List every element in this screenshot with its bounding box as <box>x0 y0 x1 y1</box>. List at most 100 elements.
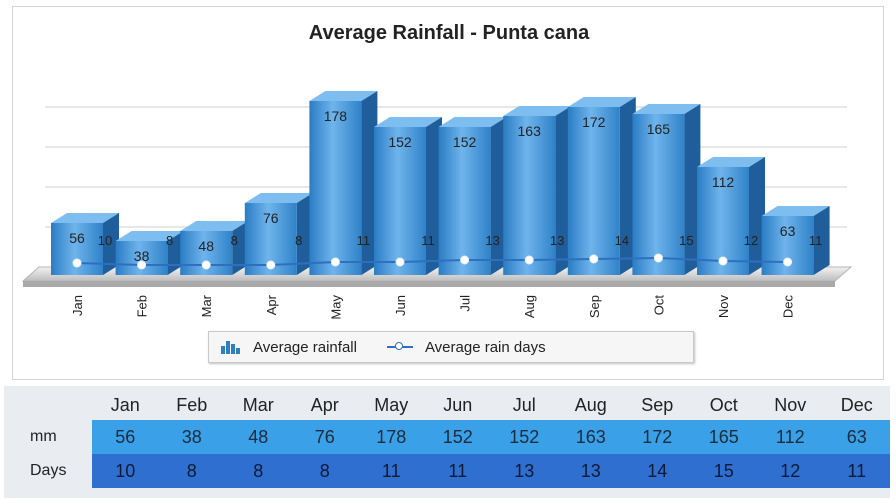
rain-days-label: 8 <box>166 233 173 248</box>
raindays-point <box>524 255 534 265</box>
bar-value-label: 163 <box>518 123 542 139</box>
bar-value-label: 48 <box>198 238 214 254</box>
bar-may <box>309 91 378 275</box>
raindays-series-line <box>76 256 788 266</box>
table-month-header: Aug <box>574 394 607 415</box>
raindays-point <box>783 257 793 267</box>
bar-side-face <box>296 193 313 275</box>
days-cell: 13 <box>557 454 624 488</box>
row-label-mm: mm <box>30 428 57 445</box>
bar-top-face <box>51 213 119 223</box>
days-cell: 11 <box>358 454 425 488</box>
bar-feb <box>115 231 184 275</box>
bar-value-label: 38 <box>134 248 150 264</box>
month-tick-label: Jan <box>70 295 85 316</box>
month-tick-label: Sep <box>587 295 602 318</box>
bar-front-face <box>567 107 620 275</box>
raindays-point <box>395 257 405 267</box>
bar-front-face <box>632 114 685 275</box>
month-tick-label: Mar <box>199 294 214 317</box>
bar-side-face <box>619 97 636 275</box>
raindays-line <box>72 253 793 270</box>
chart-panel: Average Rainfall - Punta cana 56 10 38 8 48 8… <box>12 6 884 380</box>
rain-days-label: 12 <box>744 233 758 248</box>
mm-cell: 112 <box>757 420 824 454</box>
bar-sep <box>567 97 636 275</box>
month-axis: Jan Feb Mar Apr May Jun Jul Aug Sep Oct Nov Dec <box>70 294 796 319</box>
bar-top-face <box>697 157 765 167</box>
bar-jun <box>374 117 442 275</box>
bar-top-face <box>503 106 572 116</box>
bar-front-face <box>438 127 491 275</box>
mm-cell: 152 <box>491 420 558 454</box>
mm-cell: 76 <box>291 420 358 454</box>
month-tick-label: Jul <box>458 295 473 312</box>
bar-value-label: 172 <box>582 114 606 130</box>
floor-edge <box>23 281 835 287</box>
bar-side-face <box>103 213 119 275</box>
bar-chart-icon <box>221 340 241 354</box>
table-month-header: Dec <box>840 394 873 415</box>
bar-side-face <box>749 157 765 275</box>
raindays-point <box>460 255 470 265</box>
rain-days-label: 8 <box>295 233 302 248</box>
table-row-mm: mm 56 38 48 76 178 152 152 163 172 165 1… <box>4 420 890 454</box>
days-cell: 15 <box>690 454 757 488</box>
bar-top-face <box>244 193 313 203</box>
days-cell: 13 <box>491 454 558 488</box>
bar-top-face <box>374 117 442 127</box>
bar-top-face <box>438 117 507 127</box>
bar-top-face <box>567 97 636 107</box>
days-cell: 14 <box>624 454 691 488</box>
bar-value-label: 63 <box>780 223 796 239</box>
table-row-days: Days 10 8 8 8 11 11 13 13 14 15 12 11 <box>4 454 890 488</box>
bar-value-label: 152 <box>453 134 477 150</box>
bar-mar <box>180 221 249 275</box>
month-tick-label: Apr <box>264 294 279 315</box>
month-tick-label: Aug <box>522 295 537 318</box>
rain-days-label: 11 <box>809 233 823 248</box>
raindays-point <box>266 260 276 270</box>
bar-top-face <box>115 231 184 241</box>
bar-side-face <box>426 117 442 275</box>
bar-side-face <box>813 206 830 275</box>
bar-value-label: 178 <box>324 108 348 124</box>
legend-item-raindays[interactable]: Average rain days <box>386 338 546 356</box>
chart-title: Average Rainfall - Punta cana <box>309 22 590 44</box>
bar-value-label: 76 <box>263 210 279 226</box>
legend-label-raindays: Average rain days <box>424 338 546 356</box>
legend-item-rainfall[interactable]: Average rainfall <box>221 339 357 356</box>
mm-cell: 163 <box>557 420 624 454</box>
bar-side-face <box>684 104 701 275</box>
rain-days-label: 15 <box>679 233 693 248</box>
bar-side-face <box>490 117 507 275</box>
days-cell: 8 <box>291 454 358 488</box>
table-month-header: Nov <box>774 394 807 415</box>
month-tick-label: Dec <box>781 295 796 319</box>
bar-top-face <box>309 91 378 101</box>
rain-days-label: 11 <box>421 233 435 248</box>
rain-days-label: 8 <box>231 233 238 248</box>
bar-side-face <box>232 221 249 275</box>
raindays-point <box>201 260 211 270</box>
raindays-point <box>653 253 663 263</box>
line-marker-icon <box>386 340 413 354</box>
table-month-header: Jul <box>512 394 536 415</box>
bar-nov <box>697 157 765 275</box>
days-cell: 11 <box>823 454 890 488</box>
rainfall-bars <box>51 91 830 275</box>
bar-side-face <box>361 91 378 275</box>
table-month-header: Jun <box>443 394 473 415</box>
row-label-days: Days <box>30 462 67 479</box>
days-cell: 12 <box>757 454 824 488</box>
raindays-point <box>330 257 340 267</box>
mm-cell: 178 <box>358 420 425 454</box>
table-month-header: Oct <box>709 394 738 415</box>
mm-cell: 165 <box>690 420 757 454</box>
table-month-header: May <box>374 394 409 415</box>
bar-value-label: 56 <box>69 230 85 246</box>
bar-value-label: 112 <box>712 174 735 190</box>
month-tick-label: Jun <box>393 295 408 316</box>
rain-days-label: 13 <box>550 233 564 248</box>
mm-cell: 152 <box>424 420 491 454</box>
